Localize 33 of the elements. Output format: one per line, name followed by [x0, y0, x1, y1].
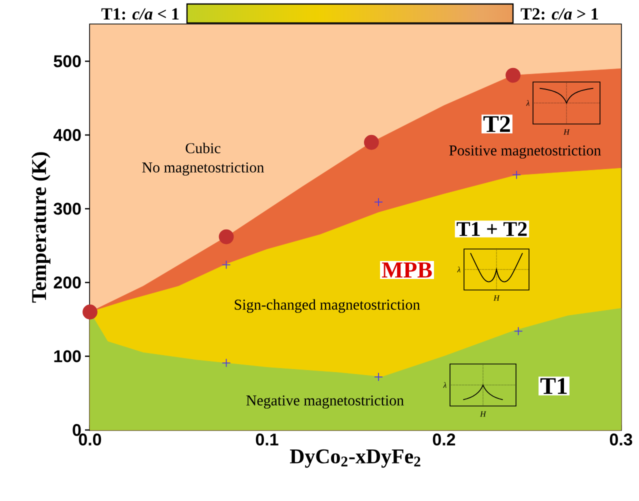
annotation: Cubic — [186, 142, 220, 154]
annotation: No magnetostriction — [142, 162, 264, 176]
y-tick-label: 400 — [53, 129, 81, 142]
x-tick-label: 0.3 — [610, 434, 632, 446]
annotation: T1 — [540, 378, 567, 394]
point — [514, 326, 523, 336]
point — [374, 198, 383, 207]
x-tick-label: 0.2 — [432, 434, 456, 446]
x-tick-label: 0.0 — [78, 434, 102, 446]
point — [82, 304, 98, 320]
annotation: Sign-changed magnetostriction — [234, 299, 420, 313]
y-tick-label: 300 — [54, 202, 81, 215]
annotation: MPB — [382, 262, 432, 278]
annotation: Negative magnetostriction — [246, 395, 404, 409]
y-tick-label: 0 — [72, 424, 81, 436]
y-tick-label: 500 — [54, 55, 81, 68]
y-tick-label: 100 — [54, 350, 81, 362]
y-tick-label: 200 — [54, 276, 81, 289]
annotation: T2 — [483, 116, 510, 132]
point — [512, 170, 522, 180]
annotation: Positive magnetostriction — [449, 145, 601, 159]
y-axis-title: Temperature (K) — [31, 152, 50, 303]
point — [364, 134, 379, 150]
point — [374, 372, 383, 382]
annotation: T1 + T2 — [456, 222, 527, 236]
point — [222, 260, 231, 270]
point — [506, 68, 520, 83]
text: T1: c/a < 1 — [101, 8, 179, 20]
point — [222, 358, 231, 368]
point — [218, 229, 234, 244]
x-axis-title: DyCo$_{2}$-xDyFe$_{2}$ — [290, 449, 420, 468]
x-tick-label: 0.1 — [256, 434, 278, 446]
text: T2: c/a > 1 — [520, 8, 598, 20]
